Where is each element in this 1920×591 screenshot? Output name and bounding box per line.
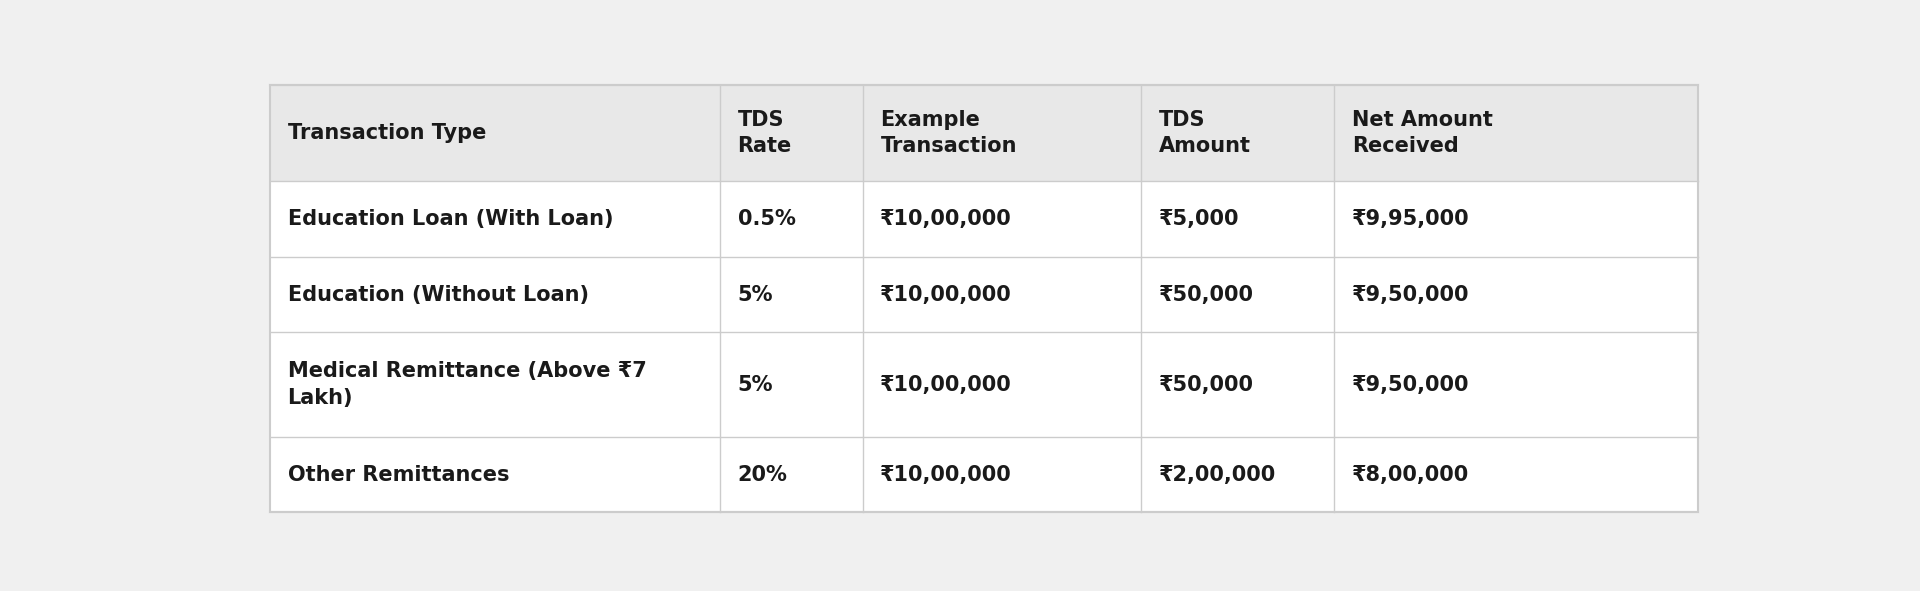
Text: 5%: 5% [737, 375, 774, 395]
Text: Net Amount
Received: Net Amount Received [1352, 109, 1492, 156]
Text: 20%: 20% [737, 465, 787, 485]
Text: Example
Transaction: Example Transaction [881, 109, 1018, 156]
Text: ₹10,00,000: ₹10,00,000 [881, 209, 1012, 229]
Text: Medical Remittance (Above ₹7
Lakh): Medical Remittance (Above ₹7 Lakh) [288, 361, 647, 408]
Text: TDS
Amount: TDS Amount [1160, 109, 1252, 156]
Bar [269, 332, 1697, 437]
Text: ₹9,50,000: ₹9,50,000 [1352, 375, 1469, 395]
Text: ₹8,00,000: ₹8,00,000 [1352, 465, 1469, 485]
Text: ₹5,000: ₹5,000 [1160, 209, 1240, 229]
Text: 5%: 5% [737, 284, 774, 304]
Text: ₹9,95,000: ₹9,95,000 [1352, 209, 1469, 229]
Text: Education Loan (With Loan): Education Loan (With Loan) [288, 209, 612, 229]
Text: TDS
Rate: TDS Rate [737, 109, 791, 156]
Text: Education (Without Loan): Education (Without Loan) [288, 284, 589, 304]
Bar [269, 85, 1697, 181]
Text: ₹10,00,000: ₹10,00,000 [881, 465, 1012, 485]
Text: ₹50,000: ₹50,000 [1160, 284, 1254, 304]
Text: ₹2,00,000: ₹2,00,000 [1160, 465, 1277, 485]
Bar [269, 437, 1697, 512]
Text: Other Remittances: Other Remittances [288, 465, 509, 485]
Text: ₹50,000: ₹50,000 [1160, 375, 1254, 395]
Text: ₹10,00,000: ₹10,00,000 [881, 375, 1012, 395]
Bar [269, 256, 1697, 332]
Bar [269, 181, 1697, 256]
Text: Transaction Type: Transaction Type [288, 123, 486, 143]
Text: ₹10,00,000: ₹10,00,000 [881, 284, 1012, 304]
Text: ₹9,50,000: ₹9,50,000 [1352, 284, 1469, 304]
Text: 0.5%: 0.5% [737, 209, 795, 229]
